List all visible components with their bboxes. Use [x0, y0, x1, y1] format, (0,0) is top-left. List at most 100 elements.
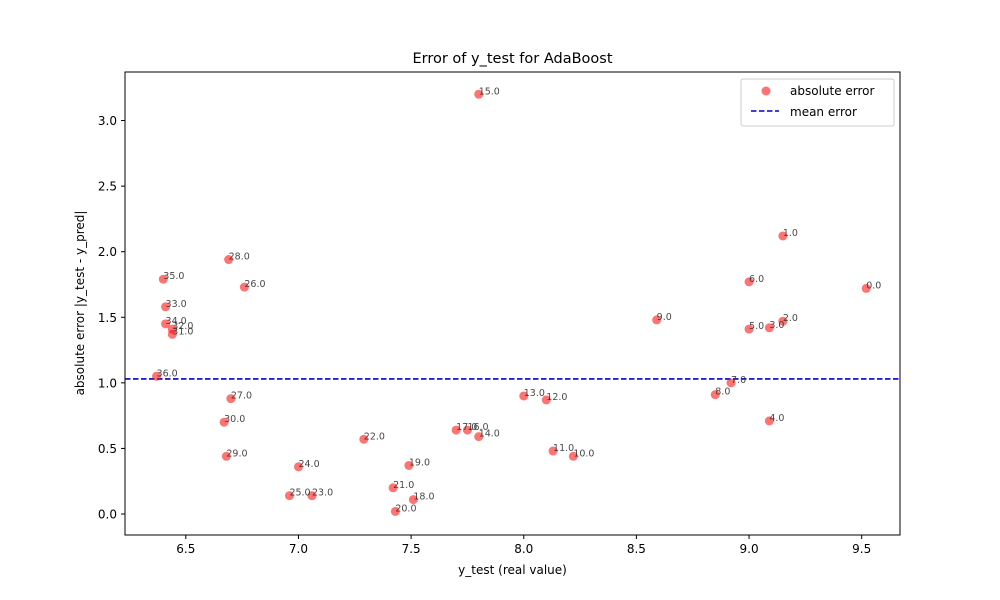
data-point — [388, 483, 398, 493]
data-point — [167, 324, 177, 334]
data-point-label: 27.0 — [231, 391, 252, 402]
x-tick-label: 7.5 — [402, 542, 421, 556]
y-tick-label: 0.5 — [98, 442, 117, 456]
data-point-label: 1.0 — [783, 228, 798, 239]
data-point — [710, 390, 720, 400]
y-tick-label: 3.0 — [98, 114, 117, 128]
data-point — [359, 434, 369, 444]
data-point — [861, 283, 871, 293]
data-point — [224, 255, 234, 265]
data-point-label: 7.0 — [731, 375, 746, 386]
data-point — [764, 323, 774, 333]
data-point-label: 21.0 — [393, 480, 414, 491]
data-point — [541, 395, 551, 405]
data-point — [778, 316, 788, 326]
y-tick-label: 1.0 — [98, 376, 117, 390]
data-point — [744, 324, 754, 334]
data-point — [404, 460, 414, 470]
data-point-label: 34.0 — [166, 316, 187, 327]
data-point-label: 6.0 — [749, 274, 764, 285]
data-point — [462, 425, 472, 435]
data-point — [778, 231, 788, 241]
data-point-label: 15.0 — [479, 86, 500, 97]
x-tick-label: 8.5 — [627, 542, 646, 556]
data-point-label: 10.0 — [573, 448, 594, 459]
data-point-label: 2.0 — [783, 313, 798, 324]
data-point — [161, 319, 171, 329]
data-point — [652, 315, 662, 325]
data-point — [474, 89, 484, 99]
data-point — [226, 394, 236, 404]
x-axis-label: y_test (real value) — [458, 563, 567, 577]
data-point — [568, 451, 578, 461]
data-point-label: 18.0 — [413, 492, 434, 503]
x-tick-label: 9.5 — [852, 542, 871, 556]
data-point-label: 14.0 — [479, 429, 500, 440]
data-point-label: 5.0 — [749, 321, 764, 332]
data-point-label: 28.0 — [229, 252, 250, 263]
data-point-label: 12.0 — [546, 392, 567, 403]
data-point — [390, 506, 400, 516]
y-axis: 0.0 0.5 1.0 1.5 2.0 2.5 3.0 — [98, 114, 125, 522]
data-point — [474, 432, 484, 442]
data-point — [548, 446, 558, 456]
data-point-label: 19.0 — [409, 457, 430, 468]
data-point-label: 3.0 — [769, 320, 784, 331]
x-axis: 6.5 7.0 7.5 8.0 8.5 9.0 9.5 — [176, 535, 871, 556]
plot-frame — [124, 71, 901, 536]
legend: absolute error mean error — [740, 78, 895, 127]
y-tick-label: 0.0 — [98, 508, 117, 522]
data-point — [726, 378, 736, 388]
legend-scatter-marker — [761, 86, 771, 96]
data-point — [284, 491, 294, 501]
y-axis-label: absolute error |y_test - y_pred| — [73, 211, 87, 396]
plot-area: 0.0 1.0 2.03.0 4.0 5.0 6.0 7.08.0 9.0 10.011.0 12… — [125, 86, 900, 516]
data-point — [239, 282, 249, 292]
data-point-label: 8.0 — [715, 387, 730, 398]
legend-label-absolute-error: absolute error — [790, 84, 875, 98]
data-point-label: 4.0 — [769, 413, 784, 424]
data-point — [451, 425, 461, 435]
data-point — [519, 391, 529, 401]
y-tick-label: 2.5 — [98, 180, 117, 194]
x-tick-label: 8.0 — [514, 542, 533, 556]
data-point-label: 16.0 — [467, 422, 488, 433]
y-tick-label: 1.5 — [98, 311, 117, 325]
data-point — [408, 495, 418, 505]
data-point-label: 17.0 — [456, 422, 477, 433]
x-tick-label: 6.5 — [176, 542, 195, 556]
data-point-label: 22.0 — [364, 431, 385, 442]
x-tick-label: 9.0 — [740, 542, 759, 556]
data-point — [764, 416, 774, 426]
data-point — [219, 417, 229, 427]
data-point-label: 26.0 — [244, 279, 265, 290]
y-tick-label: 2.0 — [98, 245, 117, 259]
data-point-label: 36.0 — [157, 368, 178, 379]
data-point-label: 0.0 — [866, 280, 881, 291]
data-point-label: 13.0 — [524, 388, 545, 399]
data-point — [744, 277, 754, 287]
data-point-label: 11.0 — [553, 443, 574, 454]
data-point-label: 23.0 — [312, 488, 333, 499]
data-point-label: 24.0 — [298, 459, 319, 470]
data-point-label: 31.0 — [172, 326, 193, 337]
data-point-label: 9.0 — [657, 312, 672, 323]
legend-label-mean-error: mean error — [790, 105, 857, 119]
data-point-label: 29.0 — [226, 448, 247, 459]
data-point — [158, 274, 168, 284]
x-tick-label: 7.0 — [289, 542, 308, 556]
data-point-label: 30.0 — [224, 414, 245, 425]
data-point — [161, 302, 171, 312]
data-point-label: 20.0 — [395, 503, 416, 514]
data-point — [307, 491, 317, 501]
data-point — [293, 462, 303, 472]
data-point-label: 35.0 — [163, 271, 184, 282]
data-point — [152, 371, 162, 381]
data-point-label: 33.0 — [166, 299, 187, 310]
data-point-label: 25.0 — [289, 488, 310, 499]
legend-box — [740, 78, 895, 127]
data-point — [221, 451, 231, 461]
chart-title: Error of y_test for AdaBoost — [412, 51, 612, 67]
data-point-label: 32.0 — [172, 321, 193, 332]
